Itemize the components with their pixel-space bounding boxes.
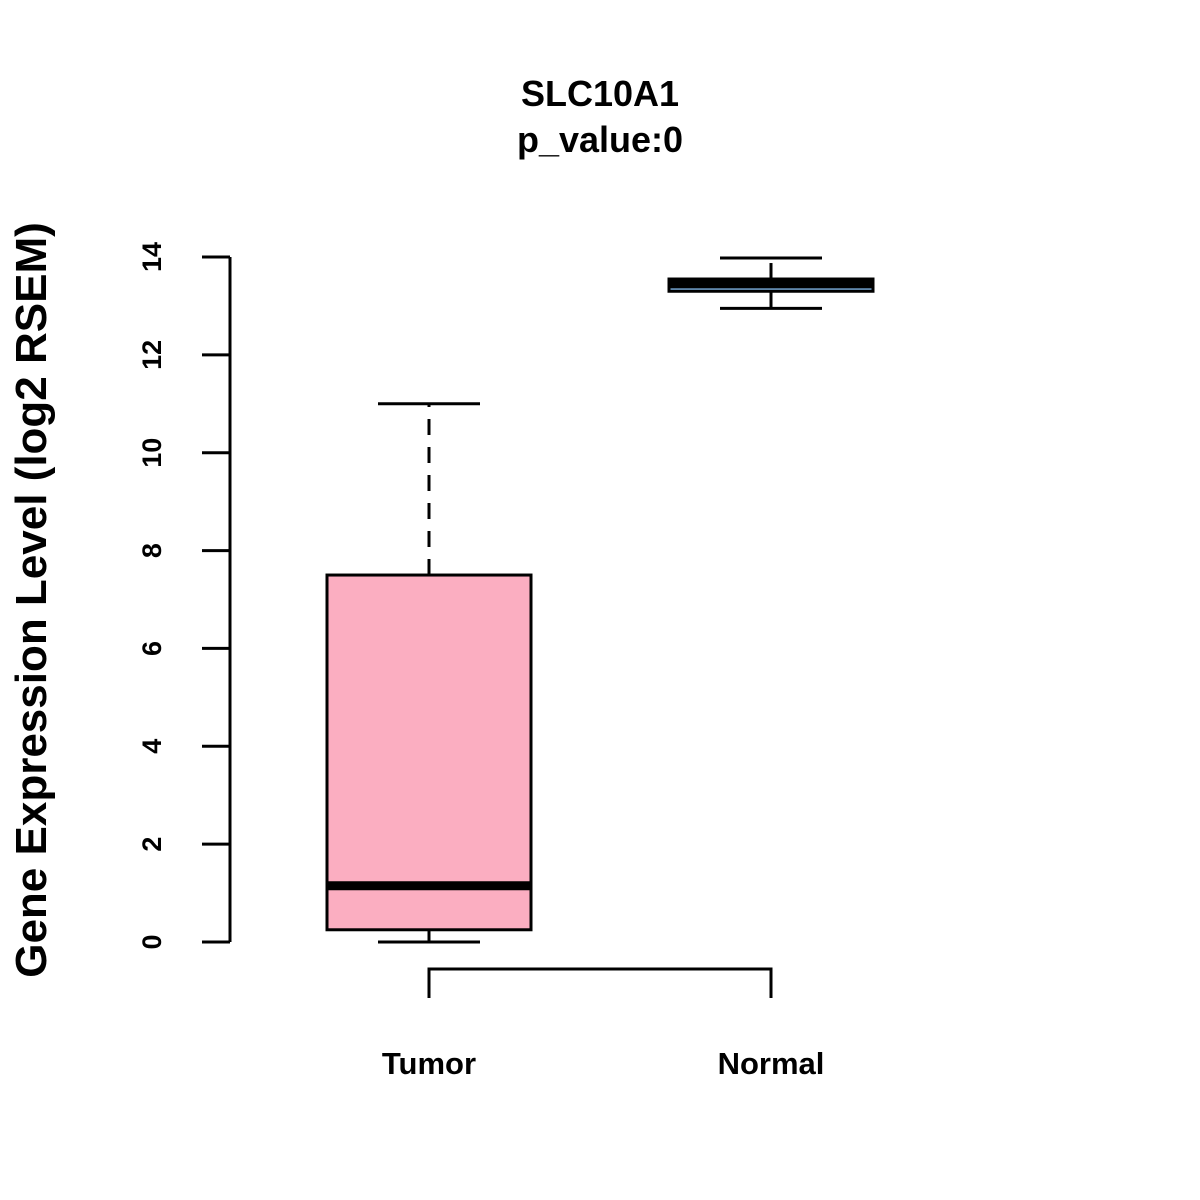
box-normal: [667, 256, 875, 310]
y-axis-label: Gene Expression Level (log2 RSEM): [7, 222, 56, 978]
comparison-bracket: [427, 967, 773, 998]
x-label-normal: Normal: [718, 1046, 825, 1081]
y-axis: 0 2 4 6 8 10 12 14: [137, 242, 232, 950]
x-axis-labels: Tumor Normal: [382, 1046, 824, 1081]
y-tick-label: 2: [137, 837, 167, 852]
x-label-tumor: Tumor: [382, 1046, 476, 1081]
y-tick-label: 4: [137, 739, 167, 754]
chart-subtitle: p_value:0: [517, 119, 683, 160]
y-tick-label: 8: [137, 543, 167, 558]
bracket-line: [427, 967, 773, 998]
iqr-box: [325, 573, 533, 932]
y-tick-label: 6: [137, 641, 167, 656]
y-tick-label: 10: [137, 438, 167, 468]
boxes-group: [325, 256, 875, 944]
y-tick-label: 14: [137, 242, 167, 272]
y-tick-label: 0: [137, 934, 167, 949]
box-tumor: [325, 402, 533, 944]
y-tick-label: 12: [137, 340, 167, 370]
chart-title: SLC10A1: [521, 73, 679, 114]
